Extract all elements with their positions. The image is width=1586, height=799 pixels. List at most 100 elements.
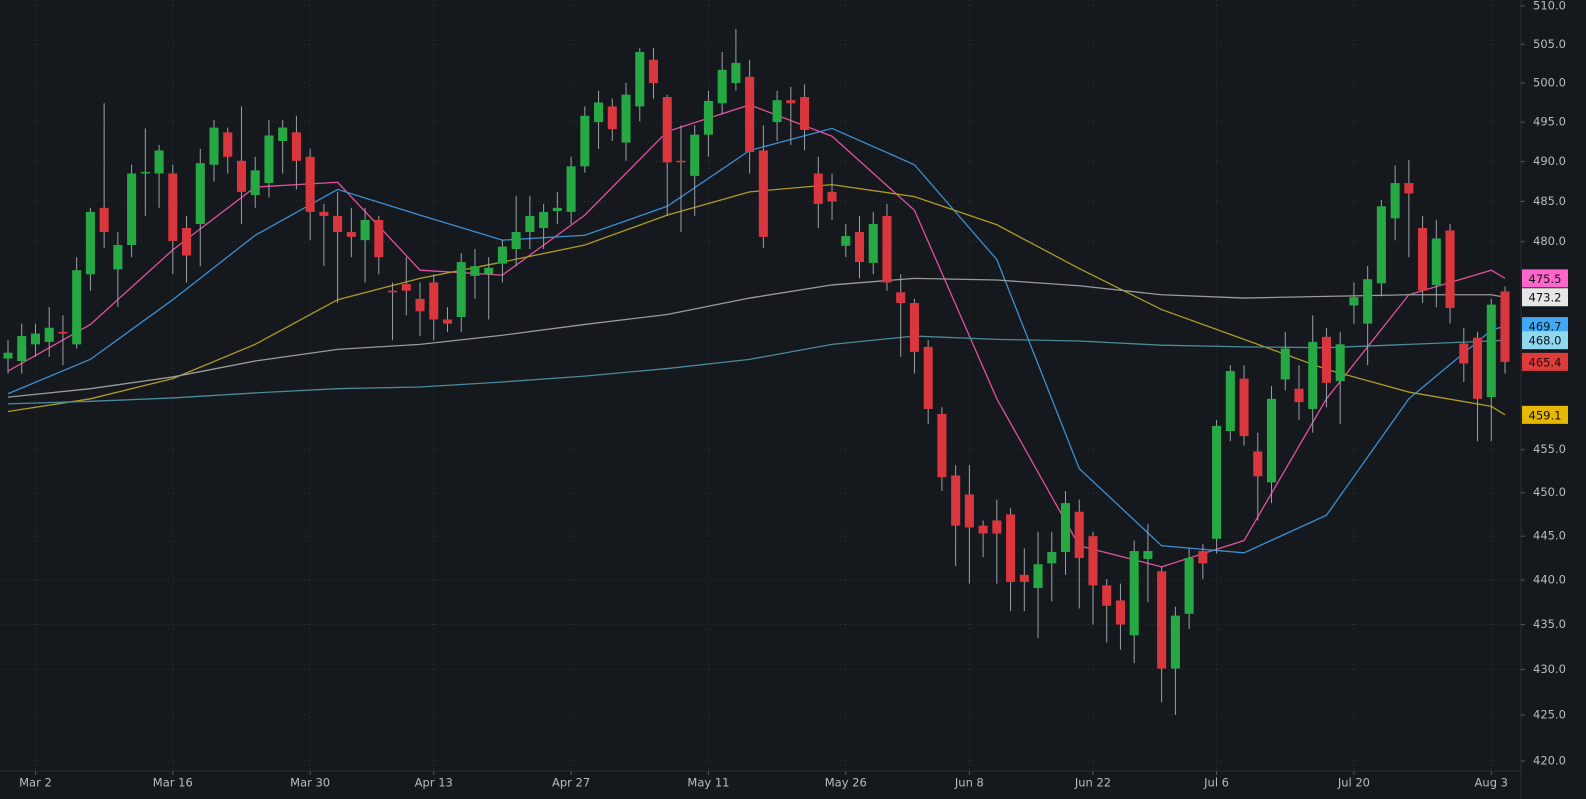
candle-body xyxy=(648,59,659,84)
candle-body xyxy=(333,215,343,233)
x-tick-label: Jun 22 xyxy=(1074,776,1111,790)
candle-body xyxy=(1143,551,1153,559)
candle-body xyxy=(305,156,315,212)
candle-body xyxy=(800,97,810,130)
candle-body xyxy=(1294,388,1304,403)
candle-body xyxy=(1349,297,1359,306)
candle-body xyxy=(1129,551,1139,636)
x-tick-label: Mar 30 xyxy=(290,776,330,790)
candle-body xyxy=(1486,304,1496,398)
x-tick-label: Jul 6 xyxy=(1203,776,1229,790)
candle-body xyxy=(1170,615,1180,669)
candle-body xyxy=(1431,238,1441,285)
candle-body xyxy=(1019,574,1029,582)
candle-body xyxy=(635,52,645,107)
candle-body xyxy=(896,292,906,303)
candle-body xyxy=(236,160,247,192)
candle-body xyxy=(951,475,961,526)
y-tick-label: 510.0 xyxy=(1533,0,1566,13)
x-tick-label: Aug 3 xyxy=(1475,776,1508,790)
candle-body xyxy=(992,520,1002,534)
candle-body xyxy=(209,127,219,165)
candle-body xyxy=(85,211,95,275)
candle-body xyxy=(140,171,150,174)
candle-body xyxy=(539,211,549,228)
candle-body xyxy=(813,173,823,204)
candle-body xyxy=(168,173,178,241)
candle-body xyxy=(758,150,768,237)
candle-body xyxy=(497,246,507,264)
y-tick-label: 425.0 xyxy=(1533,707,1566,721)
candle-body xyxy=(44,327,54,342)
candle-body xyxy=(923,346,933,409)
candle-body xyxy=(1500,291,1510,362)
candle-body xyxy=(1212,425,1222,539)
x-tick-label: Jul 20 xyxy=(1337,776,1370,790)
candle-body xyxy=(525,215,535,233)
x-tick-label: Mar 16 xyxy=(153,776,193,790)
y-tick-label: 485.0 xyxy=(1533,194,1566,208)
candle-body xyxy=(484,267,494,275)
candle-body xyxy=(1280,348,1290,380)
candle-body xyxy=(346,232,356,237)
price-tag-label: 473.2 xyxy=(1529,291,1562,305)
candle-body xyxy=(223,132,233,157)
candle-body xyxy=(72,270,82,345)
x-tick-label: May 11 xyxy=(687,776,729,790)
candle-body xyxy=(745,76,755,153)
candle-body xyxy=(30,333,41,345)
candle-body xyxy=(319,211,329,216)
candle-body xyxy=(1253,451,1263,477)
candle-body xyxy=(195,163,205,224)
candle-body xyxy=(566,166,576,212)
price-tag xyxy=(1522,352,1568,371)
candle-body xyxy=(1363,279,1373,324)
candle-body xyxy=(1445,230,1455,308)
candle-body xyxy=(964,494,974,528)
candle-body xyxy=(374,219,384,258)
x-tick-label: Mar 2 xyxy=(19,776,52,790)
candle-body xyxy=(786,100,796,104)
price-tag-label: 468.0 xyxy=(1529,334,1562,348)
price-tag xyxy=(1522,331,1568,350)
candle-body xyxy=(1376,206,1386,284)
candle-body xyxy=(676,160,686,163)
price-tag xyxy=(1522,288,1568,307)
candle-body xyxy=(937,414,947,478)
y-tick-label: 430.0 xyxy=(1533,662,1566,676)
candle-body xyxy=(607,106,617,130)
candle-body xyxy=(909,302,919,352)
moving-average-line xyxy=(7,277,1506,398)
candle-body xyxy=(1074,511,1084,559)
price-tag xyxy=(1522,269,1568,288)
candle-body xyxy=(1418,227,1428,291)
candle-body xyxy=(113,244,123,270)
candle-body xyxy=(456,262,466,318)
y-tick-label: 435.0 xyxy=(1533,617,1566,631)
y-tick-label: 495.0 xyxy=(1533,115,1566,129)
candle-body xyxy=(415,298,425,312)
candle-body xyxy=(401,284,411,291)
candle-body xyxy=(1308,341,1318,409)
candle-body xyxy=(278,127,288,141)
candle-body xyxy=(594,102,604,123)
y-tick-label: 450.0 xyxy=(1533,485,1566,499)
x-tick-label: Jun 8 xyxy=(954,776,984,790)
candle-body xyxy=(1335,344,1345,382)
candle-body xyxy=(731,62,741,84)
candle-body xyxy=(1321,336,1331,383)
candle-body xyxy=(1225,371,1235,431)
candle-body xyxy=(1060,503,1071,552)
y-tick-label: 440.0 xyxy=(1533,573,1566,587)
candle-body xyxy=(772,100,782,123)
x-tick-label: Apr 27 xyxy=(552,776,590,790)
candle-body xyxy=(1472,337,1483,399)
candle-body xyxy=(1047,551,1057,564)
candle-body xyxy=(99,207,109,233)
candle-body xyxy=(1006,514,1016,582)
x-tick-label: Apr 13 xyxy=(415,776,453,790)
price-tag-label: 459.1 xyxy=(1529,408,1562,422)
candle-body xyxy=(854,232,865,263)
